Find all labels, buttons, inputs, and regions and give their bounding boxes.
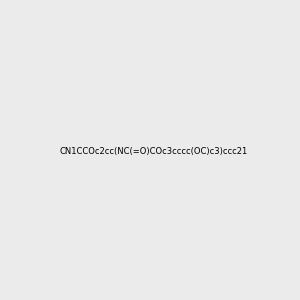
Text: CN1CCOc2cc(NC(=O)COc3cccc(OC)c3)ccc21: CN1CCOc2cc(NC(=O)COc3cccc(OC)c3)ccc21 xyxy=(60,147,248,156)
